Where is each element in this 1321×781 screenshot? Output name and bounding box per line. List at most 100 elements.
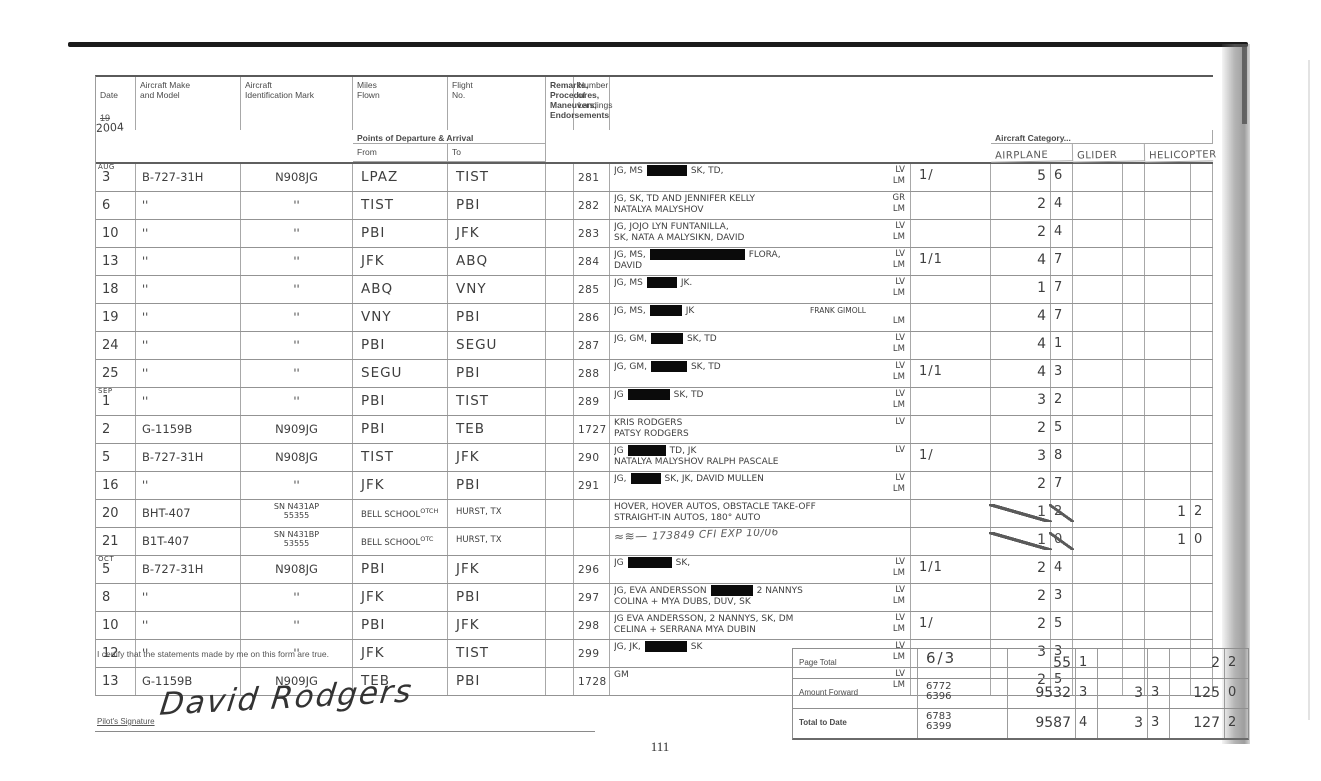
- lv-lm-marks: LV LM: [893, 613, 905, 635]
- landings-cell: [911, 584, 991, 611]
- to-cell: JFK: [448, 612, 546, 639]
- airplane-hours-cell: 4: [991, 304, 1051, 331]
- lv-mark: LV: [895, 585, 905, 595]
- miles-cell: [546, 360, 574, 387]
- remarks-line1: JG, MS, JK: [614, 305, 908, 317]
- remarks-text-cont: SK: [690, 642, 703, 652]
- miles-cell: [546, 388, 574, 415]
- airplane-hours-cell: 1: [989, 500, 1052, 527]
- remarks-text-cont: FLORA,: [748, 250, 781, 260]
- date-cell: OCT 5: [96, 555, 136, 583]
- remarks-text: JG, SK, TD AND JENNIFER KELLY: [614, 194, 756, 204]
- miles-cell: [546, 276, 574, 303]
- to-cell: TIST: [448, 640, 546, 667]
- airplane-tenths-cell: 2: [1051, 388, 1073, 415]
- helicopter-hours-cell: [1145, 276, 1191, 303]
- aircraft-make-cell: '': [136, 388, 241, 415]
- helicopter-hours-cell: [1145, 612, 1191, 639]
- ident-line1: SN N431AP: [273, 502, 320, 511]
- helicopter-hours-cell: [1145, 416, 1191, 443]
- to-cell: HURST, TX: [448, 528, 546, 555]
- miles-cell: [546, 556, 574, 583]
- landings-cell: [911, 668, 991, 695]
- miles-header: Miles Flown: [353, 77, 448, 130]
- redaction-box: [646, 165, 687, 177]
- remarks-line1: JG, GM, SK, TD: [614, 361, 908, 373]
- landings-cell: [911, 220, 991, 247]
- ident-header: Aircraft Identification Mark: [241, 77, 353, 130]
- day-label: 19: [102, 310, 119, 325]
- glider-tenths-cell: [1123, 276, 1145, 303]
- remarks-cell: JG, MS, JK FRANK GIMOLL LM: [610, 304, 911, 331]
- from-value: BELL SCHOOL: [361, 509, 421, 520]
- totals-airplane-hours: 55: [1008, 649, 1076, 678]
- ident-line1: '': [293, 338, 300, 352]
- to-cell: SEGU: [448, 332, 546, 359]
- remarks-text: JG, EVA ANDERSSON: [614, 586, 707, 596]
- remarks-note: FRANK GIMOLL: [809, 306, 866, 315]
- lv-mark: LV: [895, 361, 905, 371]
- totals-label: Page Total: [793, 649, 918, 678]
- glider-tenths-cell: [1123, 612, 1145, 639]
- aircraft-make-cell: BHT-407: [136, 500, 241, 527]
- to-cell: PBI: [448, 360, 546, 387]
- aircraft-make-cell: '': [136, 192, 241, 219]
- aircraft-ident-cell: SN N431BP 53555: [241, 528, 353, 555]
- glider-tenths-cell: [1123, 556, 1145, 583]
- date-cell: 25: [96, 360, 136, 387]
- remarks-cell: JG EVA ANDERSSON, 2 NANNYS, SK, DM CELIN…: [610, 612, 911, 639]
- glider-hours-cell: [1073, 444, 1123, 471]
- lv-lm-marks: LM: [893, 305, 905, 327]
- from-cell: TIST: [353, 192, 448, 219]
- from-value: JFK: [361, 589, 385, 605]
- airplane-hours-cell: 2: [991, 584, 1051, 611]
- to-value: PBI: [456, 365, 481, 381]
- miles-cell: [546, 304, 574, 331]
- flight-no-cell: [574, 500, 610, 527]
- logbook-row: 13 '' '' JFK ABQ 284 JG, MS, FLORA, DAVID…: [96, 248, 1213, 276]
- to-cell: TIST: [448, 164, 546, 191]
- airplane-tenths-cell: 3: [1051, 360, 1073, 387]
- from-value: LPAZ: [361, 169, 399, 185]
- aircraft-make-cell: '': [136, 584, 241, 611]
- from-value: JFK: [361, 477, 385, 493]
- date-cell: 18: [96, 276, 136, 303]
- totals-helicopter-hours: 2: [1170, 649, 1225, 678]
- ident-line2: 55355: [283, 511, 310, 520]
- lv-mark: LV: [895, 669, 905, 679]
- flight-no-cell: 285: [574, 276, 610, 303]
- aircraft-make-cell: '': [136, 612, 241, 639]
- glider-hours-cell: [1073, 612, 1123, 639]
- helicopter-tenths-cell: [1191, 556, 1213, 583]
- remarks-line1: JG SK, TD: [614, 389, 908, 401]
- aircraft-ident-cell: '': [241, 472, 353, 499]
- remarks-text-cont: SK, TD,: [690, 166, 724, 176]
- day-label: 5: [102, 562, 111, 577]
- totals-airplane-tenths: 4: [1076, 709, 1098, 738]
- logbook-header: Date 19 2004 Aircraft Make and Model Air…: [95, 77, 1217, 164]
- ident-line1: '': [293, 226, 300, 240]
- aircraft-make-cell: '': [136, 248, 241, 275]
- lv-lm-marks: LV: [895, 445, 905, 456]
- from-value: JFK: [361, 253, 385, 269]
- landings-cell: [911, 276, 991, 303]
- ident-line1: '': [293, 198, 300, 212]
- logbook-row: 5 B-727-31H N908JG TIST JFK 290 JG TD, JK…: [96, 444, 1213, 472]
- aircraft-make-cell: B-727-31H: [136, 444, 241, 471]
- ident-line1: N909JG: [275, 674, 318, 688]
- airplane-tenths-cell: 7: [1051, 304, 1073, 331]
- ident-line1: N909JG: [275, 422, 318, 436]
- landings-cell: [911, 388, 991, 415]
- airplane-hours-cell: 2: [991, 192, 1051, 219]
- month-label: AUG: [98, 163, 115, 171]
- redaction-box: [646, 277, 677, 289]
- remarks-text-cont: SK, TD: [690, 362, 721, 372]
- aircraft-ident-cell: N909JG: [241, 668, 353, 695]
- to-value: JFK: [456, 617, 480, 633]
- ident-line1: '': [293, 366, 300, 380]
- glider-tenths-cell: [1123, 332, 1145, 359]
- airplane-tenths-cell: 7: [1051, 472, 1073, 499]
- from-value: ABQ: [361, 281, 394, 297]
- glider-hours-cell: [1073, 360, 1123, 387]
- handwritten-year: 2004: [95, 120, 125, 135]
